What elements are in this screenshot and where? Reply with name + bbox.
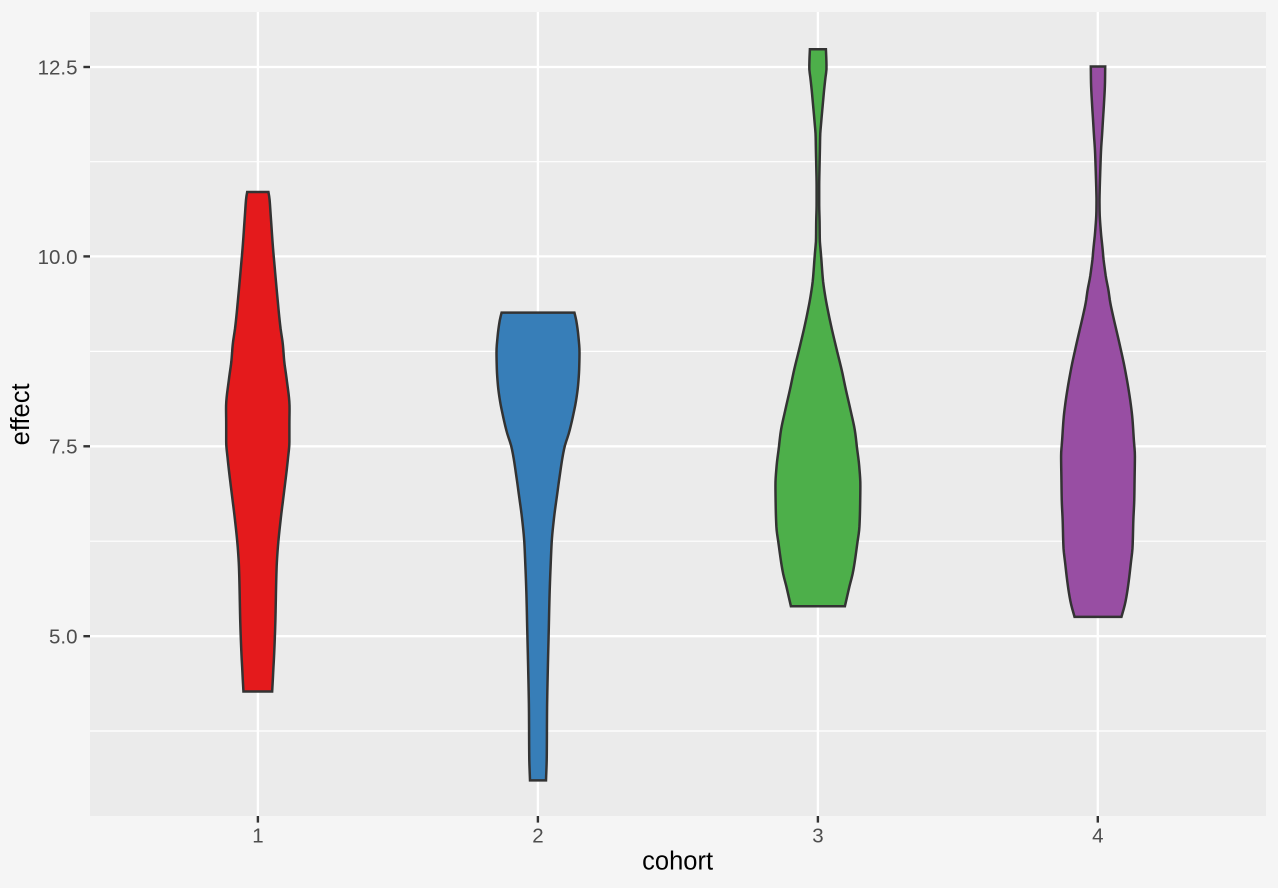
svg-text:10.0: 10.0 — [38, 246, 78, 269]
svg-text:cohort: cohort — [642, 848, 713, 876]
svg-text:2: 2 — [532, 825, 543, 848]
svg-text:4: 4 — [1092, 825, 1103, 848]
svg-text:5.0: 5.0 — [49, 626, 78, 649]
svg-text:3: 3 — [812, 825, 823, 848]
svg-text:7.5: 7.5 — [49, 436, 78, 459]
svg-text:12.5: 12.5 — [38, 56, 78, 79]
svg-text:effect: effect — [7, 383, 35, 445]
svg-text:1: 1 — [252, 825, 263, 848]
